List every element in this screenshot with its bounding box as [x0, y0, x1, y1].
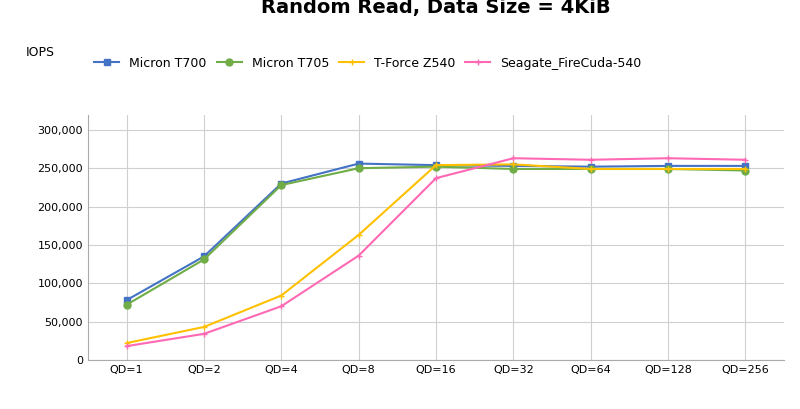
Micron T705	[663, 166, 673, 171]
Text: IOPS: IOPS	[26, 46, 54, 59]
Title: Random Read, Data Size = 4KiB: Random Read, Data Size = 4KiB	[261, 0, 611, 17]
Micron T700	[277, 181, 286, 186]
T-Force Z540	[741, 166, 750, 171]
Line: Micron T705: Micron T705	[123, 163, 749, 308]
Micron T700	[122, 298, 131, 303]
Line: Micron T700: Micron T700	[123, 160, 749, 303]
T-Force Z540	[663, 166, 673, 171]
Micron T705	[586, 166, 595, 171]
T-Force Z540	[509, 162, 518, 167]
Seagate_FireCuda-540	[663, 156, 673, 161]
Seagate_FireCuda-540	[741, 157, 750, 162]
Line: Seagate_FireCuda-540: Seagate_FireCuda-540	[123, 155, 749, 350]
Micron T700	[663, 164, 673, 169]
Micron T700	[431, 163, 441, 168]
Micron T700	[199, 254, 209, 259]
Micron T705	[431, 164, 441, 169]
Micron T700	[586, 164, 595, 169]
Micron T705	[277, 182, 286, 187]
Micron T705	[509, 166, 518, 171]
Micron T705	[122, 302, 131, 307]
Micron T705	[354, 166, 363, 171]
Seagate_FireCuda-540	[354, 253, 363, 258]
Micron T700	[509, 164, 518, 169]
T-Force Z540	[586, 166, 595, 171]
Legend: Micron T700, Micron T705, T-Force Z540, Seagate_FireCuda-540: Micron T700, Micron T705, T-Force Z540, …	[94, 57, 642, 70]
Seagate_FireCuda-540	[586, 157, 595, 162]
Seagate_FireCuda-540	[122, 344, 131, 348]
Seagate_FireCuda-540	[509, 156, 518, 161]
Seagate_FireCuda-540	[277, 304, 286, 309]
Line: T-Force Z540: T-Force Z540	[123, 161, 749, 346]
T-Force Z540	[277, 293, 286, 298]
Micron T700	[354, 161, 363, 166]
T-Force Z540	[122, 341, 131, 346]
Micron T705	[741, 168, 750, 173]
T-Force Z540	[199, 324, 209, 329]
Micron T700	[741, 164, 750, 169]
T-Force Z540	[354, 232, 363, 237]
Seagate_FireCuda-540	[199, 331, 209, 336]
T-Force Z540	[431, 163, 441, 168]
Seagate_FireCuda-540	[431, 176, 441, 181]
Micron T705	[199, 257, 209, 262]
